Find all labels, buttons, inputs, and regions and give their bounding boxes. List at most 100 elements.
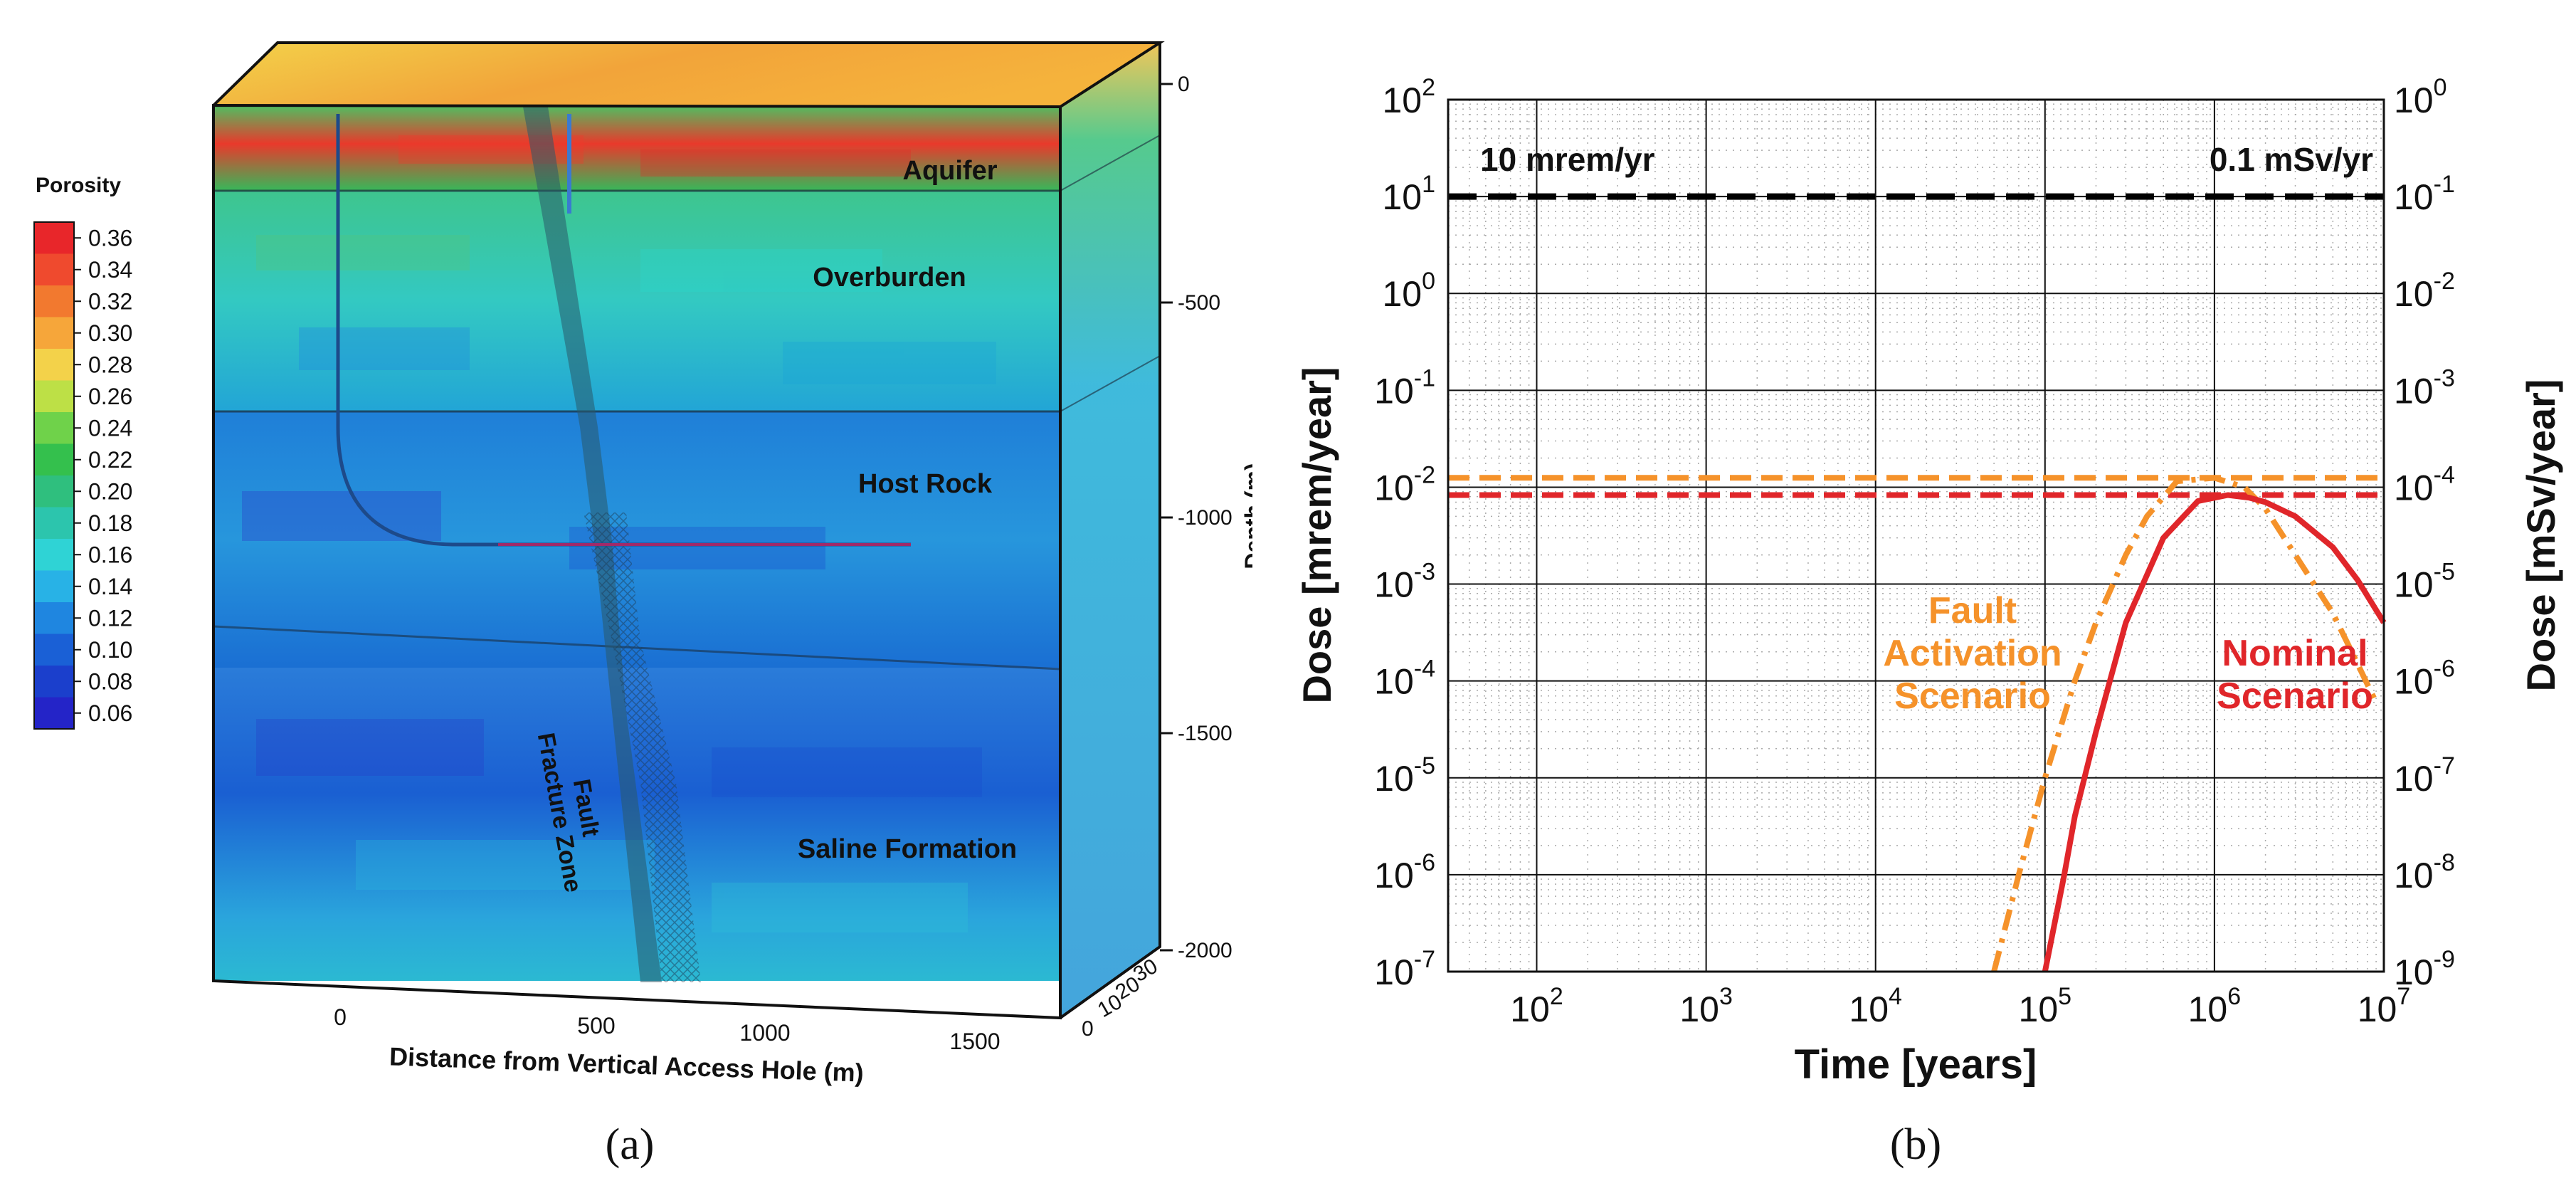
porosity-texture: [242, 135, 996, 932]
y-tick-label-left: 10-4: [1374, 656, 1435, 702]
x-tick-label: 103: [1679, 983, 1733, 1029]
colorbar-swatch: [34, 634, 74, 666]
reference-lines: [1448, 193, 2384, 498]
label-nominal-line: Nominal: [2222, 633, 2368, 674]
y-axis-label-left: Dose [mrem/year]: [1294, 367, 1339, 703]
colorbar-swatch: [34, 443, 74, 475]
x-tick-label: 104: [1849, 983, 1902, 1029]
y-tick-label-left: 10-2: [1374, 461, 1435, 508]
y-tick-label-left: 10-3: [1374, 559, 1435, 605]
colorbar-label: 0.32: [88, 288, 132, 314]
depth-axis: 0 -500 -1000 -1500 -2000 Depth (m): [1159, 43, 1252, 962]
aquifer-layer: [213, 105, 1060, 191]
caption-b: (b): [1890, 1120, 1941, 1169]
colorbar-swatch: [34, 349, 74, 381]
caption-a: (a): [606, 1120, 655, 1169]
y-tick-label-right: 10-9: [2394, 946, 2455, 992]
series: [1991, 475, 2387, 972]
x-tick: 1500: [949, 1029, 1000, 1054]
porosity-colorbar: Porosity 0.36 0.34 0.32 0.30 0.28 0.26 0.24 0.2…: [33, 174, 132, 730]
label-fault-line: Fault: [1928, 590, 2017, 631]
fault-fracture-zone: [523, 107, 662, 982]
colorbar-swatch: [34, 285, 74, 317]
colorbar-label: 0.28: [88, 352, 132, 377]
block-right-face: [1060, 43, 1160, 1018]
x-tick-label: 105: [2019, 983, 2072, 1029]
y-tick-label-left: 10-1: [1374, 364, 1435, 411]
grid: [1448, 99, 2385, 972]
x-tick: 0: [334, 1004, 347, 1030]
y-tick-label-right: 10-7: [2394, 752, 2455, 799]
colorbar-swatch: [34, 412, 74, 444]
series-line: [2042, 492, 2387, 972]
geologic-block: [212, 41, 1165, 1020]
distance-axis-label: Distance from Vertical Access Hole (m): [389, 1041, 864, 1087]
y-tick: 0: [1082, 1017, 1094, 1041]
label-fault-activation: Fault Activation Scenario: [1883, 590, 2062, 717]
y-tick-label-right: 100: [2394, 74, 2447, 120]
depth-tick: 0: [1178, 73, 1190, 96]
overburden-layer: [213, 191, 1060, 411]
y-tick-label-left: 10-5: [1374, 752, 1435, 799]
colorbar-title: Porosity: [36, 174, 121, 197]
plot-frame: [1447, 98, 2385, 973]
label-activation-line: Activation: [1883, 633, 2062, 674]
colorbar-swatch: [34, 317, 74, 349]
colorbar-label: 0.12: [88, 605, 132, 631]
panel-a: Aquifer Overburden Host Rock Saline Form…: [33, 41, 1252, 1169]
colorbar-swatch: [34, 666, 74, 698]
colorbar-label: 0.34: [88, 257, 132, 283]
colorbar-label: 0.22: [88, 447, 132, 473]
x-tick: 1000: [739, 1020, 790, 1046]
depth-tick: -500: [1178, 291, 1220, 315]
colorbar-label: 0.16: [88, 542, 132, 567]
colorbar-label: 0.26: [88, 384, 132, 409]
block-top-face: [213, 43, 1160, 107]
y-tick-label-right: 10-6: [2394, 656, 2455, 702]
y-tick-label-right: 10-2: [2394, 268, 2455, 314]
colorbar-swatch: [34, 539, 74, 571]
colorbar-swatch: [34, 570, 74, 602]
label-overburden: Overburden: [813, 263, 966, 293]
y-tick-label-right: 10-8: [2394, 849, 2455, 895]
vertical-access-hole: [336, 114, 911, 547]
colorbar-label: 0.36: [88, 225, 132, 251]
y-tick-label-left: 101: [1382, 171, 1435, 217]
colorbar-swatch: [34, 253, 74, 285]
label-nominal: Nominal Scenario: [2217, 633, 2373, 717]
label-saline-formation: Saline Formation: [798, 834, 1017, 864]
y-tick-label-right: 10-5: [2394, 559, 2455, 605]
x-tick: 500: [577, 1013, 615, 1039]
colorbar-swatch: [34, 507, 74, 539]
limit-label-left: 10 mrem/yr: [1480, 141, 1655, 178]
y-tick-label-right: 10-4: [2394, 461, 2455, 508]
depth-tick: -2000: [1178, 939, 1232, 962]
colorbar-swatch: [34, 222, 74, 254]
colorbar-label: 0.08: [88, 668, 132, 694]
depth-tick: -1500: [1178, 722, 1232, 745]
colorbar-swatch: [34, 380, 74, 412]
series-line: [1991, 475, 2379, 972]
colorbar-label: 0.24: [88, 415, 132, 441]
x-axis-label: Time [years]: [1795, 1041, 2037, 1088]
colorbar-label: 0.30: [88, 320, 132, 346]
panel-b-dose-chart: 102 103 104 105 106 107 10-7 10-6 10-5 10-4 10-3 10…: [1294, 74, 2563, 1169]
depth-axis-label: Depth (m): [1240, 463, 1252, 569]
colorbar-label: 0.14: [88, 574, 132, 599]
depth-tick: -1000: [1178, 506, 1232, 530]
y-tick-label-right: 10-3: [2394, 364, 2455, 411]
distance-axis: 0 500 1000 1500 Distance from Vertical A…: [213, 980, 1061, 1088]
y-axis-label-right: Dose [mSv/year]: [2518, 379, 2563, 692]
colorbar-label: 0.20: [88, 478, 132, 504]
colorbar-label: 0.10: [88, 637, 132, 663]
y-tick-label-right: 10-1: [2394, 171, 2455, 217]
colorbar-swatch: [34, 602, 74, 634]
label-scenario-line: Scenario: [1894, 676, 2051, 717]
y-tick-label-left: 10-7: [1374, 946, 1435, 992]
x-tick-label: 102: [1510, 983, 1563, 1029]
colorbar-label: 0.06: [88, 700, 132, 726]
label-nominal-scenario-line: Scenario: [2217, 676, 2373, 717]
label-host-rock: Host Rock: [858, 469, 993, 499]
colorbar-swatch: [34, 475, 74, 508]
x-tick-label: 106: [2188, 983, 2242, 1029]
